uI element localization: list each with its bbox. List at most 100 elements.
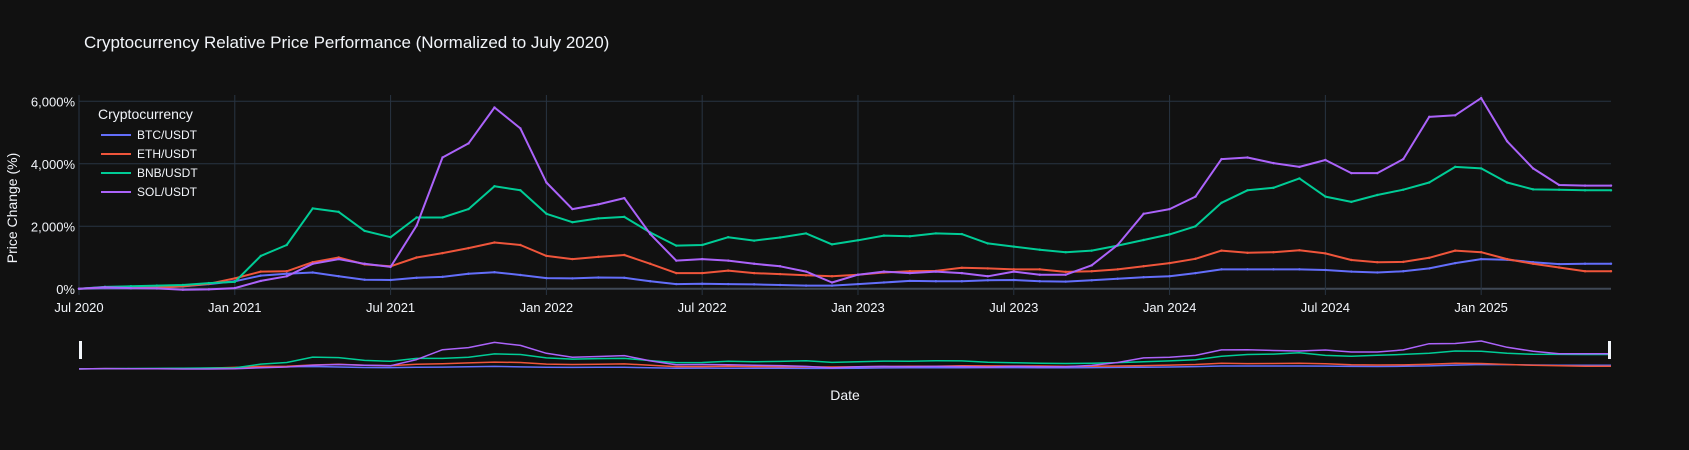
y-tick-label: 0%: [56, 282, 75, 297]
data-point-bnb-usdt: [415, 216, 418, 219]
data-point-btc-usdt: [1246, 268, 1249, 271]
data-point-eth-usdt: [1479, 250, 1483, 254]
x-tick-label: Jul 2022: [678, 300, 727, 315]
x-tick-label: Jul 2024: [1301, 300, 1350, 315]
legend-item-eth-usdt[interactable]: ETH/USDT: [101, 147, 198, 161]
data-point-bnb-usdt: [908, 235, 912, 238]
data-point-sol-usdt: [1531, 167, 1535, 170]
data-point-sol-usdt: [1064, 273, 1067, 276]
range-slider-handle-right[interactable]: [1608, 341, 1611, 359]
slider-line-btc-usdt: [78, 363, 1611, 370]
data-point-eth-usdt: [700, 271, 704, 275]
data-point-bnb-usdt: [1583, 189, 1587, 192]
legend-item-bnb-usdt[interactable]: BNB/USDT: [101, 166, 198, 180]
data-point-bnb-usdt: [1142, 238, 1145, 242]
data-point-sol-usdt: [519, 127, 522, 130]
data-point-eth-usdt: [1583, 270, 1587, 273]
data-point-eth-usdt: [1142, 265, 1145, 268]
data-point-sol-usdt: [493, 106, 496, 109]
data-point-sol-usdt: [726, 259, 730, 262]
data-point-sol-usdt: [1454, 114, 1457, 117]
data-point-btc-usdt: [934, 280, 938, 283]
data-point-bnb-usdt: [726, 235, 730, 239]
data-point-sol-usdt: [830, 281, 834, 284]
data-point-eth-usdt: [571, 257, 574, 261]
data-point-bnb-usdt: [545, 212, 548, 215]
data-point-btc-usdt: [960, 280, 964, 283]
data-point-sol-usdt: [103, 285, 107, 289]
data-point-btc-usdt: [363, 278, 366, 281]
data-point-btc-usdt: [778, 283, 782, 287]
data-point-bnb-usdt: [1402, 188, 1405, 191]
data-point-btc-usdt: [1012, 278, 1015, 282]
data-point-btc-usdt: [285, 272, 288, 275]
data-point-sol-usdt: [1402, 157, 1405, 161]
data-point-sol-usdt: [1298, 165, 1301, 169]
data-point-btc-usdt: [700, 282, 704, 285]
data-point-sol-usdt: [467, 142, 470, 145]
data-point-eth-usdt: [675, 271, 678, 275]
y-tick-label: 6,000%: [31, 94, 76, 109]
data-point-sol-usdt: [77, 287, 81, 290]
data-point-bnb-usdt: [571, 220, 574, 224]
data-point-bnb-usdt: [1350, 200, 1353, 204]
data-point-btc-usdt: [545, 276, 548, 280]
data-point-sol-usdt: [986, 275, 990, 278]
data-point-bnb-usdt: [934, 232, 938, 235]
range-slider-handle-left[interactable]: [79, 341, 82, 359]
data-point-btc-usdt: [571, 277, 574, 280]
y-tick-label: 4,000%: [31, 157, 76, 172]
data-point-btc-usdt: [1142, 275, 1145, 279]
data-point-bnb-usdt: [1090, 249, 1093, 252]
data-point-eth-usdt: [1557, 266, 1561, 269]
data-point-sol-usdt: [1090, 264, 1093, 267]
data-point-bnb-usdt: [311, 207, 314, 210]
data-point-sol-usdt: [908, 271, 912, 275]
data-point-sol-usdt: [155, 287, 159, 290]
data-point-eth-usdt: [726, 269, 730, 272]
range-slider[interactable]: [78, 340, 1611, 370]
legend-item-btc-usdt[interactable]: BTC/USDT: [101, 128, 198, 142]
x-tick-label: Jul 2020: [54, 300, 103, 315]
data-point-eth-usdt: [597, 255, 600, 259]
data-point-btc-usdt: [882, 281, 886, 284]
data-point-sol-usdt: [1583, 184, 1587, 187]
data-point-sol-usdt: [1609, 184, 1613, 187]
data-point-bnb-usdt: [389, 235, 392, 239]
data-point-btc-usdt: [1090, 279, 1093, 282]
data-point-eth-usdt: [830, 275, 834, 278]
data-point-sol-usdt: [285, 275, 288, 278]
data-point-bnb-usdt: [778, 236, 782, 239]
data-point-sol-usdt: [1324, 158, 1327, 162]
data-point-btc-usdt: [752, 283, 756, 286]
data-point-bnb-usdt: [882, 234, 886, 237]
data-point-sol-usdt: [571, 207, 574, 211]
data-point-btc-usdt: [311, 271, 314, 274]
data-point-sol-usdt: [882, 270, 886, 273]
data-point-eth-usdt: [493, 241, 496, 244]
data-point-eth-usdt: [1505, 257, 1509, 261]
data-point-bnb-usdt: [597, 217, 600, 220]
data-point-eth-usdt: [519, 243, 522, 247]
data-point-eth-usdt: [233, 277, 236, 280]
y-axis-label: Price Change (%): [4, 153, 20, 264]
data-point-bnb-usdt: [1557, 188, 1561, 191]
data-point-btc-usdt: [337, 275, 340, 278]
y-tick-label: 2,000%: [31, 219, 76, 234]
data-point-bnb-usdt: [467, 207, 470, 211]
legend-item-sol-usdt[interactable]: SOL/USDT: [101, 185, 198, 199]
x-tick-label: Jan 2022: [520, 300, 574, 315]
data-point-sol-usdt: [1557, 183, 1561, 187]
data-point-eth-usdt: [285, 270, 288, 273]
data-point-bnb-usdt: [493, 185, 496, 188]
x-tick-label: Jan 2021: [208, 300, 262, 315]
data-point-eth-usdt: [1090, 270, 1093, 273]
data-point-eth-usdt: [778, 272, 782, 276]
data-point-bnb-usdt: [1168, 233, 1171, 236]
data-point-sol-usdt: [207, 288, 211, 291]
data-point-btc-usdt: [1454, 261, 1457, 265]
data-point-bnb-usdt: [441, 216, 444, 219]
data-point-eth-usdt: [1038, 268, 1041, 271]
x-axis-label: Date: [830, 387, 860, 403]
